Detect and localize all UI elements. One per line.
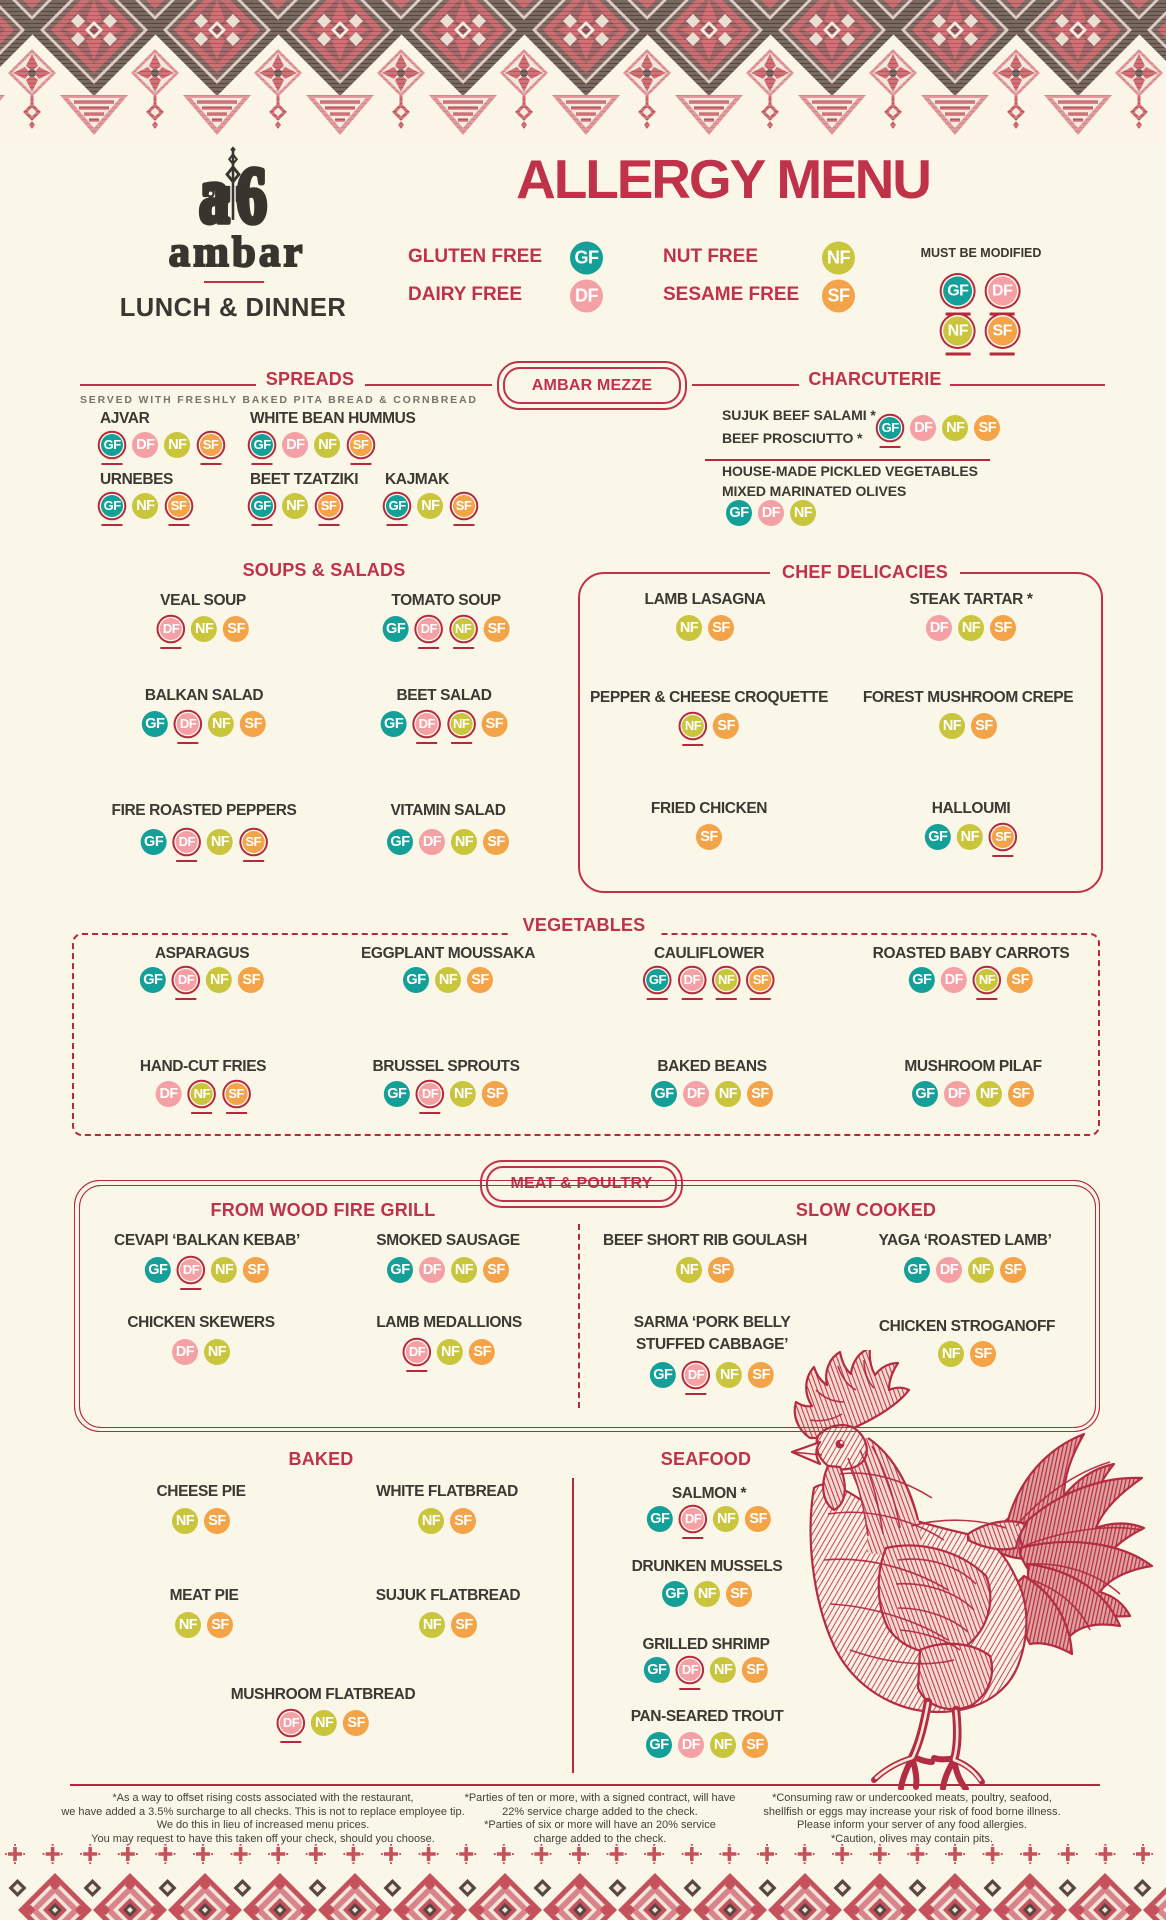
svg-text:6: 6: [236, 151, 267, 240]
svg-text:a: a: [199, 151, 230, 240]
